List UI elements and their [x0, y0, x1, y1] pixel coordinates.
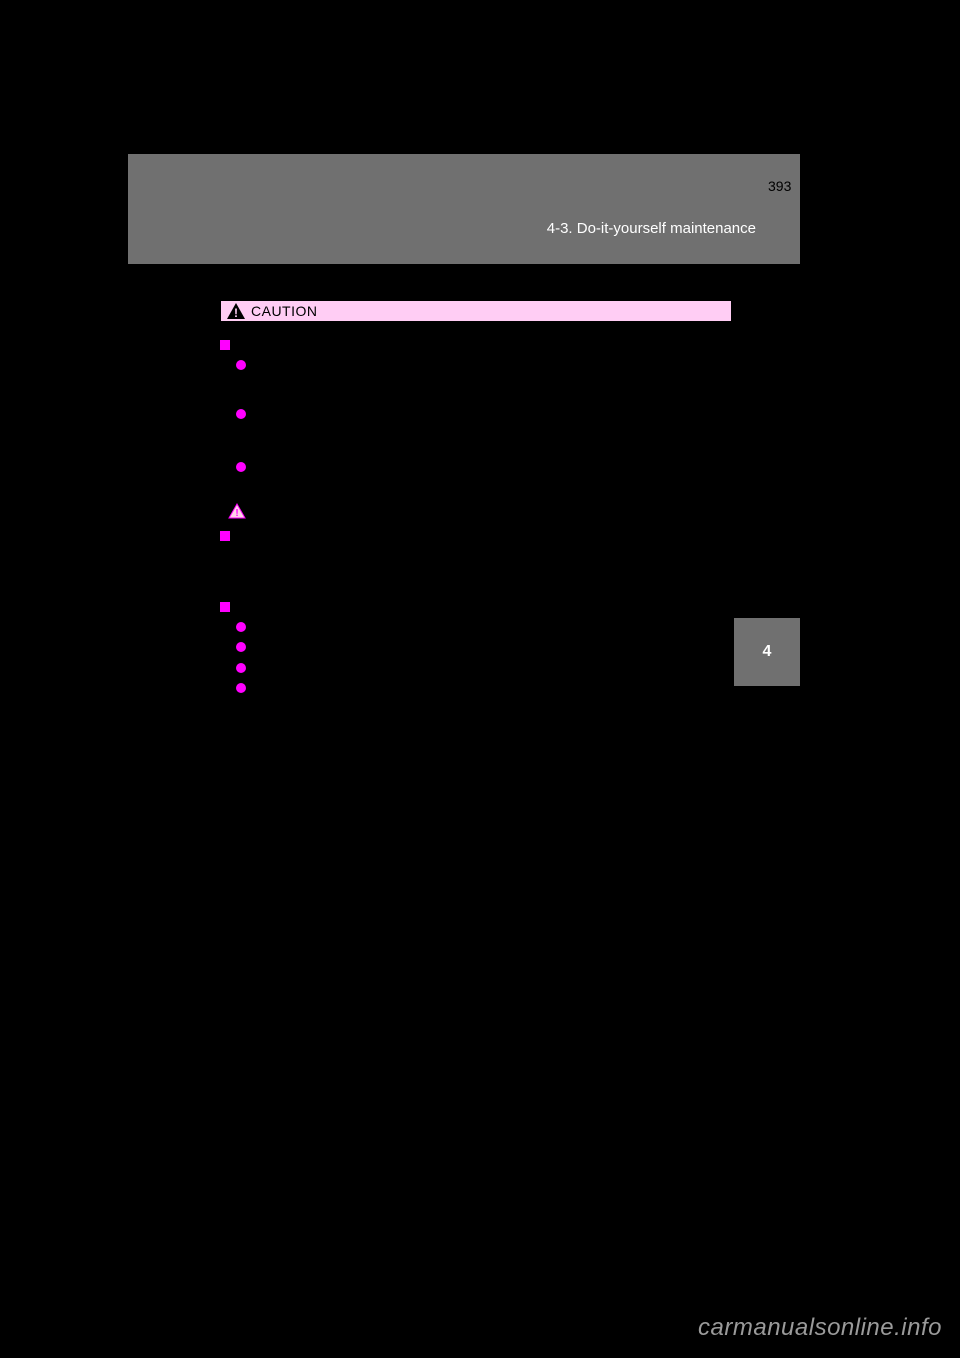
section: When replacing the tires and wheels If t…: [220, 338, 732, 519]
list-item: Do not use liquid sealants on flat tires…: [236, 620, 732, 634]
section-title: To avoid damaging the tire pressure warn…: [236, 600, 732, 614]
list-item: If the ID code of the tire pressure warn…: [236, 358, 732, 401]
paragraph: Doing so may cause air leaks of the tire…: [252, 478, 732, 492]
content-body: When replacing the tires and wheels If t…: [220, 332, 732, 695]
caution-icon: !: [225, 301, 247, 321]
bullet-text: When a tire or wheel is to be removed or…: [252, 681, 732, 695]
dot-bullet-icon: [236, 462, 246, 472]
dot-bullet-icon: [236, 683, 246, 693]
chapter-tab: 4: [734, 618, 800, 686]
bullet-text: Do not use other than specified valve ca…: [252, 640, 732, 654]
breadcrumb: 4-3. Do-it-yourself maintenance: [547, 220, 756, 237]
list-item: Replace grommets for tire pressure warni…: [236, 407, 732, 436]
square-bullet-icon: [220, 531, 230, 541]
dot-bullet-icon: [236, 409, 246, 419]
list-item: When a tire or wheel is to be removed or…: [236, 681, 732, 695]
caution-label: CAUTION: [251, 303, 318, 319]
bullet-text: Do not use liquid sealants on flat tires…: [252, 620, 732, 634]
caution-header: ! CAUTION: [220, 300, 732, 322]
svg-text:!: !: [234, 306, 238, 320]
list-item: Tighten the valve caps and the valve by …: [236, 661, 732, 675]
square-bullet-icon: [220, 340, 230, 350]
page-number: 393: [768, 178, 791, 194]
dot-bullet-icon: [236, 622, 246, 632]
paragraph: When removing or fitting the wheels, tir…: [236, 547, 732, 590]
section-title: When replacing the tires and wheels: [236, 338, 732, 352]
warning-row: ! Before doing anything else, obey the p…: [228, 503, 732, 519]
header-band: 4-3. Do-it-yourself maintenance: [128, 154, 800, 264]
section: Repairing or replacing tires, wheels, ti…: [220, 529, 732, 590]
manual-page: 4-3. Do-it-yourself maintenance 393 4 ! …: [0, 0, 960, 1358]
bullet-text: Do not use tires and wheels that are dam…: [252, 460, 732, 474]
section: To avoid damaging the tire pressure warn…: [220, 600, 732, 695]
list-item: Do not use tires and wheels that are dam…: [236, 460, 732, 474]
list-item: Do not use other than specified valve ca…: [236, 640, 732, 654]
dot-bullet-icon: [236, 360, 246, 370]
square-bullet-icon: [220, 602, 230, 612]
dot-bullet-icon: [236, 642, 246, 652]
watermark-text: carmanualsonline.info: [698, 1314, 942, 1342]
dot-bullet-icon: [236, 663, 246, 673]
bullet-text: Replace grommets for tire pressure warni…: [252, 407, 732, 436]
svg-text:!: !: [235, 508, 238, 519]
paragraph: Bad sealing may cause air leaks and decr…: [252, 440, 732, 454]
warning-triangle-icon: !: [228, 503, 246, 519]
warning-text: Before doing anything else, obey the pre…: [252, 503, 732, 517]
bullet-text: If the ID code of the tire pressure warn…: [252, 358, 732, 401]
section-title: Repairing or replacing tires, wheels, ti…: [236, 529, 732, 543]
bullet-text: Tighten the valve caps and the valve by …: [252, 661, 732, 675]
